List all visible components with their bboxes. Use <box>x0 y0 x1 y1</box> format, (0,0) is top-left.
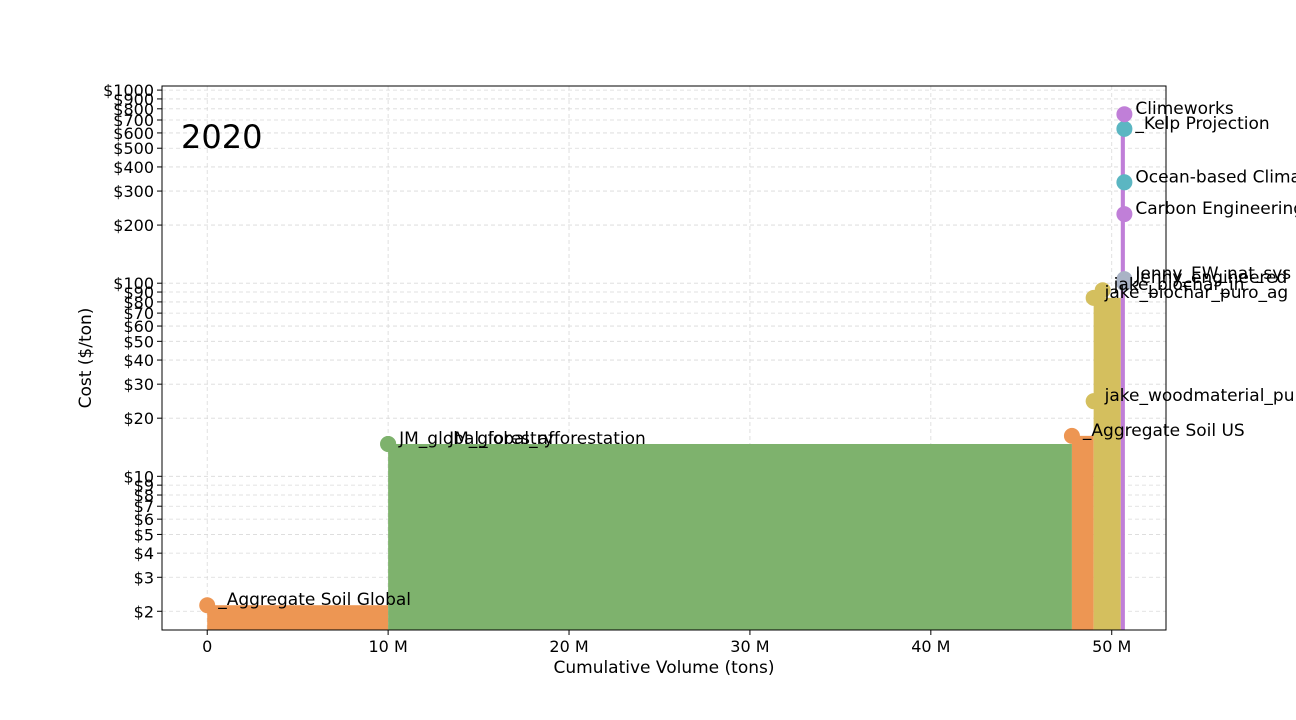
point-label: jake_biochar_puro_ag <box>1104 283 1289 303</box>
data-point <box>199 597 216 614</box>
cost-step-bar <box>1093 297 1121 630</box>
point-label: JM_global_forestry <box>398 429 554 449</box>
y-tick-label: $3 <box>134 568 154 587</box>
plot-frame <box>161 85 1167 631</box>
data-point <box>380 435 397 452</box>
x-tick-label: 30 M <box>730 637 769 656</box>
point-labels: _Aggregate Soil Global JM_global_forestry… <box>217 99 1296 610</box>
y-tick-label: $800 <box>113 100 154 119</box>
y-tick-label: $200 <box>113 216 154 235</box>
y-tick-label: $500 <box>113 139 154 158</box>
y-tick-label: $600 <box>113 124 154 143</box>
x-tick-label: 50 M <box>1092 637 1131 656</box>
point-label: JM_global_afforestation <box>448 429 646 449</box>
point-label: Jenny_engineered <box>1134 268 1287 288</box>
y-axis-title: Cost ($/ton) <box>76 308 96 409</box>
data-point <box>1094 282 1111 299</box>
y-tick-label: $700 <box>113 111 154 130</box>
cost-step-bar <box>388 443 1072 630</box>
y-tick-label: $7 <box>134 497 154 516</box>
cost-step-bar <box>1071 435 1094 630</box>
point-label: Ocean-based Climate <box>1135 167 1296 187</box>
y-tick-label: $70 <box>123 304 154 323</box>
y-tick-label: $100 <box>113 274 154 293</box>
y-tick-label: $6 <box>134 510 154 529</box>
year-label: 2020 <box>181 118 262 156</box>
y-tick-label: $5 <box>134 525 154 544</box>
x-axis-ticks: 0 10 M 20 M 30 M 40 M 50 M <box>202 630 1131 656</box>
point-label: Carbon Engineering <box>1135 199 1296 219</box>
y-tick-label: $20 <box>123 409 154 428</box>
y-tick-label: $9 <box>134 476 154 495</box>
x-tick-label: 0 <box>202 637 212 656</box>
y-tick-label: $40 <box>123 351 154 370</box>
point-label: jake_biochar_in <box>1113 275 1245 295</box>
y-tick-label: $300 <box>113 182 154 201</box>
point-label: Jenny_EW_nat_sys <box>1134 264 1291 284</box>
y-tick-label: $400 <box>113 158 154 177</box>
x-tick-label: 40 M <box>911 637 950 656</box>
y-axis-ticks: $2$3$4$5$6$7$8$9$10$20$30$40$50$60$70$80… <box>103 81 162 621</box>
y-tick-label: $30 <box>123 375 154 394</box>
data-point <box>1116 106 1133 123</box>
data-point <box>1116 174 1133 191</box>
point-label: Climeworks <box>1135 99 1233 119</box>
point-label: _Aggregate Soil US <box>1082 421 1245 441</box>
x-tick-label: 10 M <box>369 637 408 656</box>
y-tick-label: $1000 <box>103 81 154 100</box>
data-point <box>1116 275 1133 292</box>
cost-step-bar <box>1120 114 1125 630</box>
point-label: jake_woodmaterial_puro <box>1104 386 1296 406</box>
y-tick-label: $90 <box>123 283 154 302</box>
data-point <box>1063 427 1080 444</box>
data-point <box>1116 206 1133 223</box>
point-label: _Kelp Projection <box>1134 114 1269 134</box>
y-tick-label: $60 <box>123 317 154 336</box>
data-point <box>1085 393 1102 410</box>
y-tick-label: $80 <box>123 293 154 312</box>
y-tick-label: $2 <box>134 602 154 621</box>
y-tick-label: $4 <box>134 544 154 563</box>
y-tick-label: $900 <box>113 90 154 109</box>
y-tick-label: $10 <box>123 467 154 486</box>
point-label: _Aggregate Soil Global <box>217 590 411 610</box>
y-tick-label: $50 <box>123 332 154 351</box>
y-tick-label: $8 <box>134 486 154 505</box>
cost-step-bar <box>207 605 389 630</box>
x-axis-title: Cumulative Volume (tons) <box>553 658 774 678</box>
x-tick-label: 20 M <box>549 637 588 656</box>
data-points <box>199 106 1133 614</box>
data-point <box>1116 120 1133 137</box>
cost-steps <box>207 114 1125 630</box>
